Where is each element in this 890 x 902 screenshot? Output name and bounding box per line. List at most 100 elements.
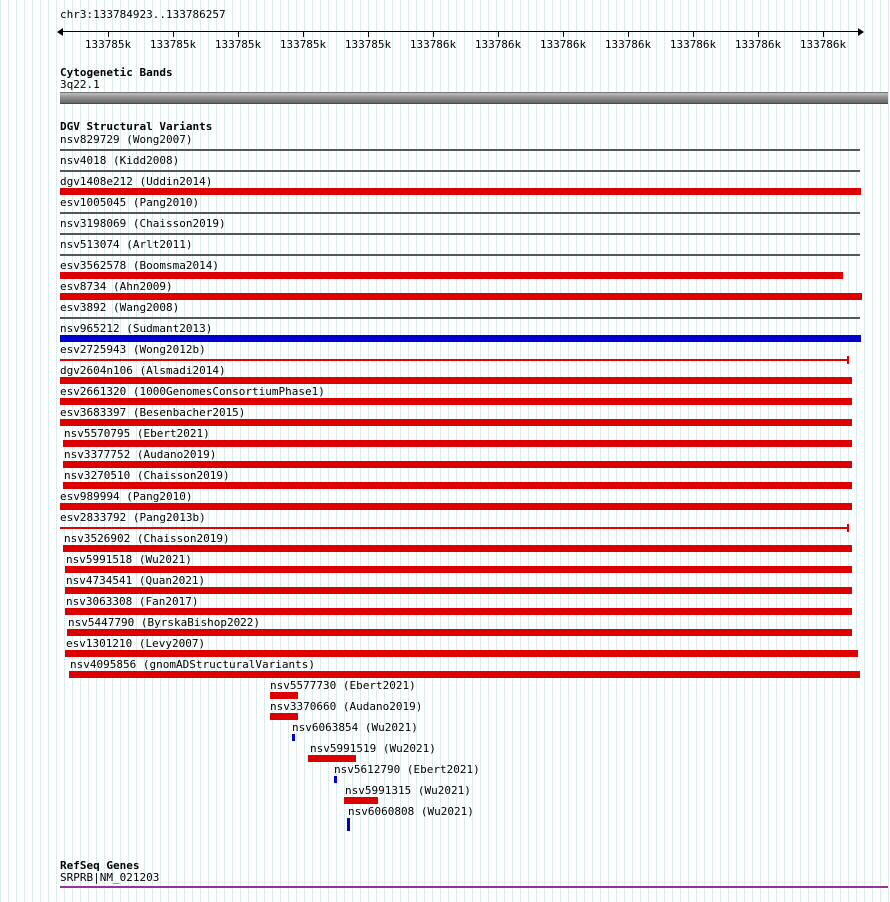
variant-bar[interactable] [292,734,295,741]
variant-label[interactable]: nsv6060808 (Wu2021) [348,805,474,818]
ruler-tick-label: 133786k [474,38,522,51]
variant-bar[interactable] [60,149,860,151]
variant-label[interactable]: esv8734 (Ahn2009) [60,280,173,293]
variant-label[interactable]: esv1005045 (Pang2010) [60,196,200,209]
variant-bar[interactable] [65,587,852,594]
variant-bar[interactable] [65,650,858,657]
variant-bar[interactable] [69,671,860,678]
variant-row: esv989994 (Pang2010) [0,491,890,512]
ruler-tick-label: 133786k [734,38,782,51]
variant-row: nsv5612790 (Ebert2021) [0,764,890,785]
variant-label[interactable]: nsv5991315 (Wu2021) [345,784,471,797]
variant-row: esv3683397 (Besenbacher2015) [0,407,890,428]
variant-bar[interactable] [65,566,852,573]
variant-label[interactable]: nsv4018 (Kidd2008) [60,154,180,167]
ruler-right-arrow-icon [858,28,864,36]
variant-bar[interactable] [60,398,852,405]
variant-label[interactable]: esv1301210 (Levy2007) [66,637,206,650]
variant-label[interactable]: esv2725943 (Wong2012b) [60,343,206,356]
variant-bar[interactable] [334,776,337,783]
variant-label[interactable]: nsv5577730 (Ebert2021) [270,679,416,692]
variant-row: esv1005045 (Pang2010) [0,197,890,218]
variant-label[interactable]: nsv5991518 (Wu2021) [66,553,192,566]
variant-label[interactable]: esv2661320 (1000GenomesConsortiumPhase1) [60,385,325,398]
variant-label[interactable]: nsv3270510 (Chaisson2019) [64,469,230,482]
variant-row: nsv513074 (Arlt2011) [0,239,890,260]
variant-label[interactable]: nsv3377752 (Audano2019) [64,448,217,461]
variant-bar[interactable] [63,461,852,468]
variant-bar[interactable] [60,356,849,364]
variant-bar[interactable] [60,254,860,256]
ruler-tick [758,31,759,37]
variant-bar[interactable] [60,503,852,510]
variant-row: nsv5570795 (Ebert2021) [0,428,890,449]
variant-bar[interactable] [63,545,852,552]
variant-row: nsv965212 (Sudmant2013) [0,323,890,344]
variant-label[interactable]: nsv3370660 (Audano2019) [270,700,423,713]
variant-row: nsv3526902 (Chaisson2019) [0,533,890,554]
ruler-tick-label: 133786k [669,38,717,51]
variant-label[interactable]: nsv6063854 (Wu2021) [292,721,418,734]
variant-bar[interactable] [60,419,852,426]
region-title: chr3:133784923..133786257 [60,8,226,21]
variant-bar[interactable] [308,755,356,762]
variant-label[interactable]: dgv2604n106 (Alsmadi2014) [60,364,226,377]
variant-bar[interactable] [63,482,852,489]
variant-bar[interactable] [344,797,378,804]
variant-end-tick [847,524,849,532]
variant-bar[interactable] [60,272,843,279]
variant-bar[interactable] [60,170,860,172]
variant-bar[interactable] [67,629,852,636]
ruler-tick-label: 133786k [409,38,457,51]
refseq-gene-name: SRPRB|NM_021203 [60,871,160,884]
variant-label[interactable]: nsv3526902 (Chaisson2019) [64,532,230,545]
variant-bar[interactable] [63,440,852,447]
variant-bar[interactable] [60,524,849,532]
variant-label[interactable]: nsv5570795 (Ebert2021) [64,427,210,440]
variant-row: nsv5447790 (ByrskaBishop2022) [0,617,890,638]
variant-bar[interactable] [60,335,861,342]
ruler-tick-label: 133786k [539,38,587,51]
variant-row: nsv5991315 (Wu2021) [0,785,890,806]
variant-bar[interactable] [60,317,860,319]
variant-label[interactable]: nsv3063308 (Fan2017) [66,595,199,608]
variant-label[interactable]: esv3562578 (Boomsma2014) [60,259,219,272]
variant-bar[interactable] [65,608,852,615]
ruler-tick [563,31,564,37]
variant-bar[interactable] [60,212,860,214]
variant-row: nsv6060808 (Wu2021) [0,805,890,831]
variant-label[interactable]: esv3683397 (Besenbacher2015) [60,406,246,419]
ruler-tick-label: 133785k [214,38,262,51]
variant-label[interactable]: nsv5991519 (Wu2021) [310,742,436,755]
variant-label[interactable]: esv989994 (Pang2010) [60,490,193,503]
variant-label[interactable]: esv2833792 (Pang2013b) [60,511,206,524]
variant-label[interactable]: nsv4095856 (gnomADStructuralVariants) [70,658,316,671]
ruler-axis-line [62,31,859,32]
variant-label[interactable]: nsv513074 (Arlt2011) [60,238,193,251]
variant-bar[interactable] [60,188,861,195]
variant-bar[interactable] [347,818,350,831]
variant-row: nsv3198069 (Chaisson2019) [0,218,890,239]
variant-row: nsv5991519 (Wu2021) [0,743,890,764]
variant-label[interactable]: esv3892 (Wang2008) [60,301,180,314]
variant-bar[interactable] [60,377,852,384]
variant-label[interactable]: nsv5612790 (Ebert2021) [334,763,480,776]
variant-row: nsv4095856 (gnomADStructuralVariants) [0,659,890,680]
variant-row: esv2661320 (1000GenomesConsortiumPhase1) [0,386,890,407]
variant-row: esv3892 (Wang2008) [0,302,890,323]
variant-bar[interactable] [60,233,860,235]
ruler-tick-label: 133785k [149,38,197,51]
variant-label[interactable]: nsv829729 (Wong2007) [60,133,193,146]
cytoband-bar[interactable] [60,92,888,104]
variant-row: esv2725943 (Wong2012b) [0,344,890,365]
variant-bar[interactable] [270,692,298,699]
variant-label[interactable]: nsv965212 (Sudmant2013) [60,322,213,335]
variant-label[interactable]: nsv5447790 (ByrskaBishop2022) [68,616,261,629]
variant-bar[interactable] [60,293,862,300]
variant-label[interactable]: nsv4734541 (Quan2021) [66,574,206,587]
variant-label[interactable]: nsv3198069 (Chaisson2019) [60,217,226,230]
variant-bar[interactable] [270,713,298,720]
variant-label[interactable]: dgv1408e212 (Uddin2014) [60,175,213,188]
ruler-tick [498,31,499,37]
refseq-gene-glyph[interactable] [60,886,888,888]
